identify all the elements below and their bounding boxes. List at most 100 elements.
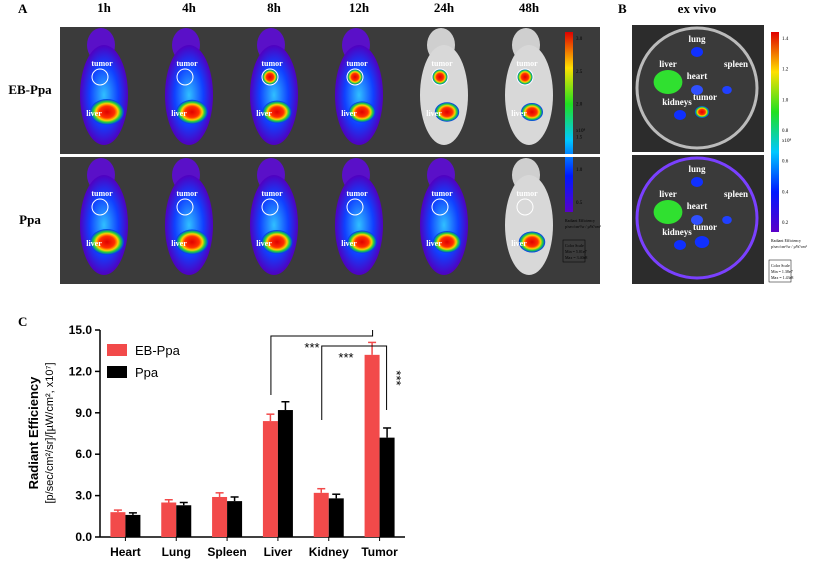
- organ: [691, 47, 703, 57]
- bar: [364, 354, 380, 537]
- legend-swatch: [107, 344, 127, 356]
- signal: [433, 231, 461, 253]
- x-tick-label: Kidney: [309, 545, 349, 559]
- bar: [212, 496, 228, 537]
- x-tick-label: Tumor: [361, 545, 398, 559]
- y-tick-label: 0.0: [75, 530, 92, 544]
- bar: [262, 421, 278, 537]
- time-label: 1h: [97, 0, 112, 15]
- image-label: liver: [341, 109, 357, 118]
- tumor-roi: [346, 198, 364, 216]
- organ: [674, 240, 686, 250]
- scale-max: Max = 1.43e8: [771, 275, 793, 280]
- bar: [176, 505, 192, 537]
- image-label: tumor: [261, 59, 283, 68]
- y-tick-label: 6.0: [75, 447, 92, 461]
- colorbar-tick: 3.0: [576, 37, 583, 42]
- colorbar-tick: 1.0: [576, 168, 583, 173]
- organ-label: spleen: [724, 59, 748, 69]
- bar: [125, 514, 141, 537]
- organ-label: liver: [659, 189, 677, 199]
- organ-label: lung: [688, 34, 706, 44]
- time-label: 12h: [349, 0, 370, 15]
- colorbar-tick: 2.0: [576, 103, 583, 108]
- image-label: liver: [426, 239, 442, 248]
- signal: [518, 231, 546, 253]
- colorbar-unit: x10⁸: [782, 138, 792, 144]
- x-tick-label: Spleen: [207, 545, 246, 559]
- signal: [90, 229, 124, 255]
- tumor-roi: [516, 198, 534, 216]
- panel-title: ex vivo: [678, 1, 717, 16]
- scale-min: Min = 1.38e7: [771, 269, 793, 274]
- y-axis-title: Radiant Efficiency: [26, 376, 41, 489]
- organ: [722, 86, 732, 94]
- bar: [161, 502, 177, 537]
- organ-label: kidneys: [662, 227, 692, 237]
- organ: [691, 85, 703, 95]
- organ-label: spleen: [724, 189, 748, 199]
- image-label: tumor: [516, 59, 538, 68]
- tumor-roi: [516, 68, 534, 86]
- image-label: tumor: [91, 189, 113, 198]
- bar: [227, 501, 243, 537]
- colorbar: [565, 32, 573, 212]
- scale-max: Max = 3.40e8: [565, 255, 587, 260]
- scale-min: Min = 5.01e7: [565, 249, 587, 254]
- signal: [434, 102, 460, 122]
- image-label: tumor: [91, 59, 113, 68]
- time-label: 8h: [267, 0, 282, 15]
- colorbar-units: p/sec/cm²/sr / µW/cm²: [565, 224, 602, 229]
- colorbar: [771, 32, 779, 232]
- signal: [348, 101, 376, 123]
- signal: [521, 103, 543, 121]
- tumor-roi: [431, 198, 449, 216]
- legend-label: EB-Ppa: [135, 343, 181, 358]
- image-label: tumor: [516, 189, 538, 198]
- x-tick-label: Heart: [110, 545, 141, 559]
- organ: [674, 110, 686, 120]
- bar: [277, 410, 293, 537]
- time-label: 4h: [182, 0, 197, 15]
- legend-swatch: [107, 366, 127, 378]
- colorbar-units: p/sec/cm²/sr / µW/cm²: [771, 244, 808, 249]
- x-tick-label: Lung: [162, 545, 191, 559]
- organ-label: heart: [687, 71, 708, 81]
- organ-label: lung: [688, 164, 706, 174]
- colorbar-tick: 0.8: [782, 129, 789, 134]
- y-tick-label: 9.0: [75, 406, 92, 420]
- significance-bracket: [270, 330, 374, 395]
- colorbar-title: Radiant Efficiency: [771, 238, 801, 243]
- organ: [694, 236, 710, 248]
- image-label: tumor: [261, 189, 283, 198]
- colorbar-unit: x10⁸: [576, 128, 586, 134]
- significance-bracket: [321, 345, 388, 420]
- tumor-roi: [261, 198, 279, 216]
- tumor-roi: [431, 68, 449, 86]
- panel-letter: C: [18, 314, 27, 329]
- image-label: tumor: [431, 189, 453, 198]
- tumor-roi: [91, 198, 109, 216]
- tumor-roi: [176, 198, 194, 216]
- scale-box: [768, 259, 792, 283]
- image-label: liver: [426, 109, 442, 118]
- image-label: tumor: [176, 189, 198, 198]
- image-label: liver: [256, 239, 272, 248]
- bar: [313, 492, 329, 537]
- mouse-body: [420, 45, 468, 145]
- image-label: liver: [256, 109, 272, 118]
- signal: [262, 100, 292, 124]
- annotation: ***: [338, 350, 353, 365]
- organ: [653, 200, 683, 224]
- tumor-roi: [91, 68, 109, 86]
- image-label: liver: [86, 239, 102, 248]
- y-tick-label: 15.0: [69, 323, 93, 337]
- annotation: ***: [389, 370, 404, 385]
- y-axis-units: [p/sec/cm²/sr]/[µW/cm², x10⁷]: [44, 362, 56, 503]
- image-label: tumor: [346, 59, 368, 68]
- mouse-body: [505, 45, 553, 145]
- organ: [691, 177, 703, 187]
- bar: [328, 498, 344, 537]
- image-label: liver: [86, 109, 102, 118]
